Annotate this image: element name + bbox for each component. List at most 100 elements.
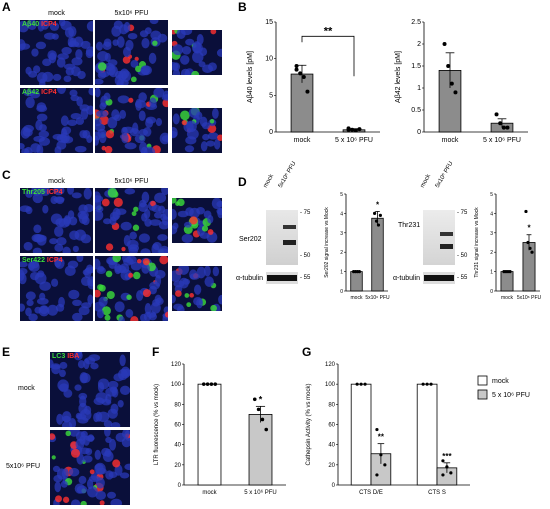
data-point — [294, 67, 299, 72]
bar — [197, 383, 222, 486]
stain-label: Aβ42 ICP4 — [22, 89, 57, 96]
significance-label: ** — [324, 25, 333, 37]
panel-label-e: E — [2, 345, 11, 359]
significance-label: * — [527, 224, 531, 233]
data-point — [494, 112, 499, 117]
y-tick-label: 5 — [269, 92, 273, 99]
significance-label: * — [376, 200, 380, 209]
x-tick-label: 5x10⁶ PFU — [517, 295, 542, 301]
western-blot-tubulin — [266, 272, 298, 284]
y-tick-label: 40 — [328, 443, 335, 449]
bar — [350, 383, 372, 486]
blot-band — [267, 275, 297, 281]
x-tick-label: mock — [351, 295, 363, 301]
y-tick-label: 1 — [490, 270, 493, 276]
data-point — [353, 128, 358, 133]
data-point — [346, 127, 351, 132]
data-point — [363, 382, 367, 386]
micrograph-a-mock-ab40: Aβ40 ICP4 — [20, 20, 93, 85]
panel-label-b: B — [238, 0, 247, 14]
data-point — [449, 471, 453, 475]
y-tick-label: 1 — [417, 85, 421, 92]
x-tick-label: mock — [294, 137, 311, 144]
blot-band — [440, 232, 453, 236]
data-point — [350, 127, 355, 132]
micrograph-a-zoom-1 — [172, 30, 222, 75]
x-tick-label: 5 x 10⁶ PFU — [244, 489, 276, 496]
micrograph-c-zoom-2 — [172, 266, 222, 311]
blot-band — [283, 225, 296, 229]
micrograph-c-pfu-ser422 — [95, 256, 168, 321]
col-header-mock: mock — [48, 10, 65, 17]
bar — [248, 414, 273, 486]
row-label-pfu: 5x10⁶ PFU — [6, 463, 41, 470]
y-tick-label: 5 — [340, 192, 343, 198]
bar — [416, 383, 438, 486]
chart-b1: 0 5 10 15 Aβ40 levels [pM] mock 5 x 10⁶ PFU ** — [247, 19, 380, 144]
data-point — [445, 465, 449, 469]
protein-label-thr231: Thr231 — [398, 222, 421, 229]
data-point — [530, 250, 534, 254]
micrograph-a-mock-ab42: Aβ42 ICP4 — [20, 88, 93, 153]
data-point — [373, 211, 377, 215]
y-tick-label: 20 — [328, 463, 335, 469]
micrograph-e-mock: LC3 IBA — [50, 352, 130, 427]
data-point — [449, 81, 454, 86]
data-point — [379, 453, 383, 457]
y-tick-label: 2 — [417, 41, 421, 48]
x-tick-label: mock — [501, 295, 513, 301]
y-axis-label: Thr231 signal increase vs Mock — [474, 207, 480, 278]
data-point — [376, 223, 381, 227]
y-tick-label: 2 — [340, 250, 343, 256]
y-tick-label: 100 — [325, 382, 336, 388]
data-point — [505, 125, 510, 130]
data-point — [508, 270, 512, 274]
data-point — [294, 64, 299, 68]
lane-label-mock: mock — [419, 173, 433, 189]
micrograph-c-pfu-thr205 — [95, 188, 168, 253]
data-point — [441, 473, 445, 477]
x-tick-label: 5x10⁶ PFU — [365, 295, 390, 301]
y-tick-label: 0 — [269, 129, 273, 136]
loading-label: α-tubulin — [236, 275, 264, 282]
y-tick-label: 5 — [490, 192, 493, 198]
data-point — [298, 71, 303, 76]
chart-g: 0 20 40 60 80 100 120 Cathepsin Activity (% vs … — [306, 362, 530, 496]
x-tick-label: mock — [202, 490, 217, 496]
data-point — [375, 473, 379, 477]
significance-label: *** — [442, 452, 452, 461]
y-tick-label: 4 — [340, 211, 343, 217]
panel-label-c: C — [2, 168, 11, 182]
protein-label-ser202: Ser202 — [239, 236, 262, 243]
significance-bracket — [301, 35, 355, 77]
row-label-mock: mock — [18, 385, 35, 392]
marker-50: - 50 — [457, 253, 468, 259]
western-blot-tubulin — [423, 272, 455, 284]
data-point — [375, 427, 379, 432]
western-blot-thr231 — [423, 210, 455, 265]
bar — [500, 271, 514, 292]
y-tick-label: 20 — [174, 463, 181, 469]
data-point — [374, 219, 379, 223]
y-axis-label: Aβ40 levels [pM] — [247, 51, 254, 103]
y-tick-label: 120 — [171, 362, 182, 368]
micrograph-e-pfu — [50, 430, 130, 505]
x-tick-label: CTS D/E — [359, 490, 383, 496]
marker-75: - 75 — [457, 210, 468, 216]
y-tick-label: 0.5 — [411, 107, 421, 114]
y-tick-label: 0 — [178, 483, 182, 489]
y-tick-label: 80 — [328, 402, 335, 408]
data-point — [498, 121, 503, 126]
y-tick-label: 1.5 — [411, 63, 421, 70]
y-tick-label: 100 — [171, 382, 182, 388]
y-tick-label: 0 — [417, 129, 421, 136]
col-header-pfu: 5x10⁶ PFU — [114, 10, 149, 17]
data-point — [213, 382, 218, 386]
data-point — [501, 125, 506, 130]
x-tick-label: mock — [442, 137, 459, 144]
data-point — [442, 42, 447, 46]
micrograph-c-mock-thr205: Thr205 ICP4 — [20, 188, 93, 253]
data-point — [453, 90, 458, 95]
data-point — [205, 382, 210, 386]
loading-label: α-tubulin — [393, 275, 421, 282]
